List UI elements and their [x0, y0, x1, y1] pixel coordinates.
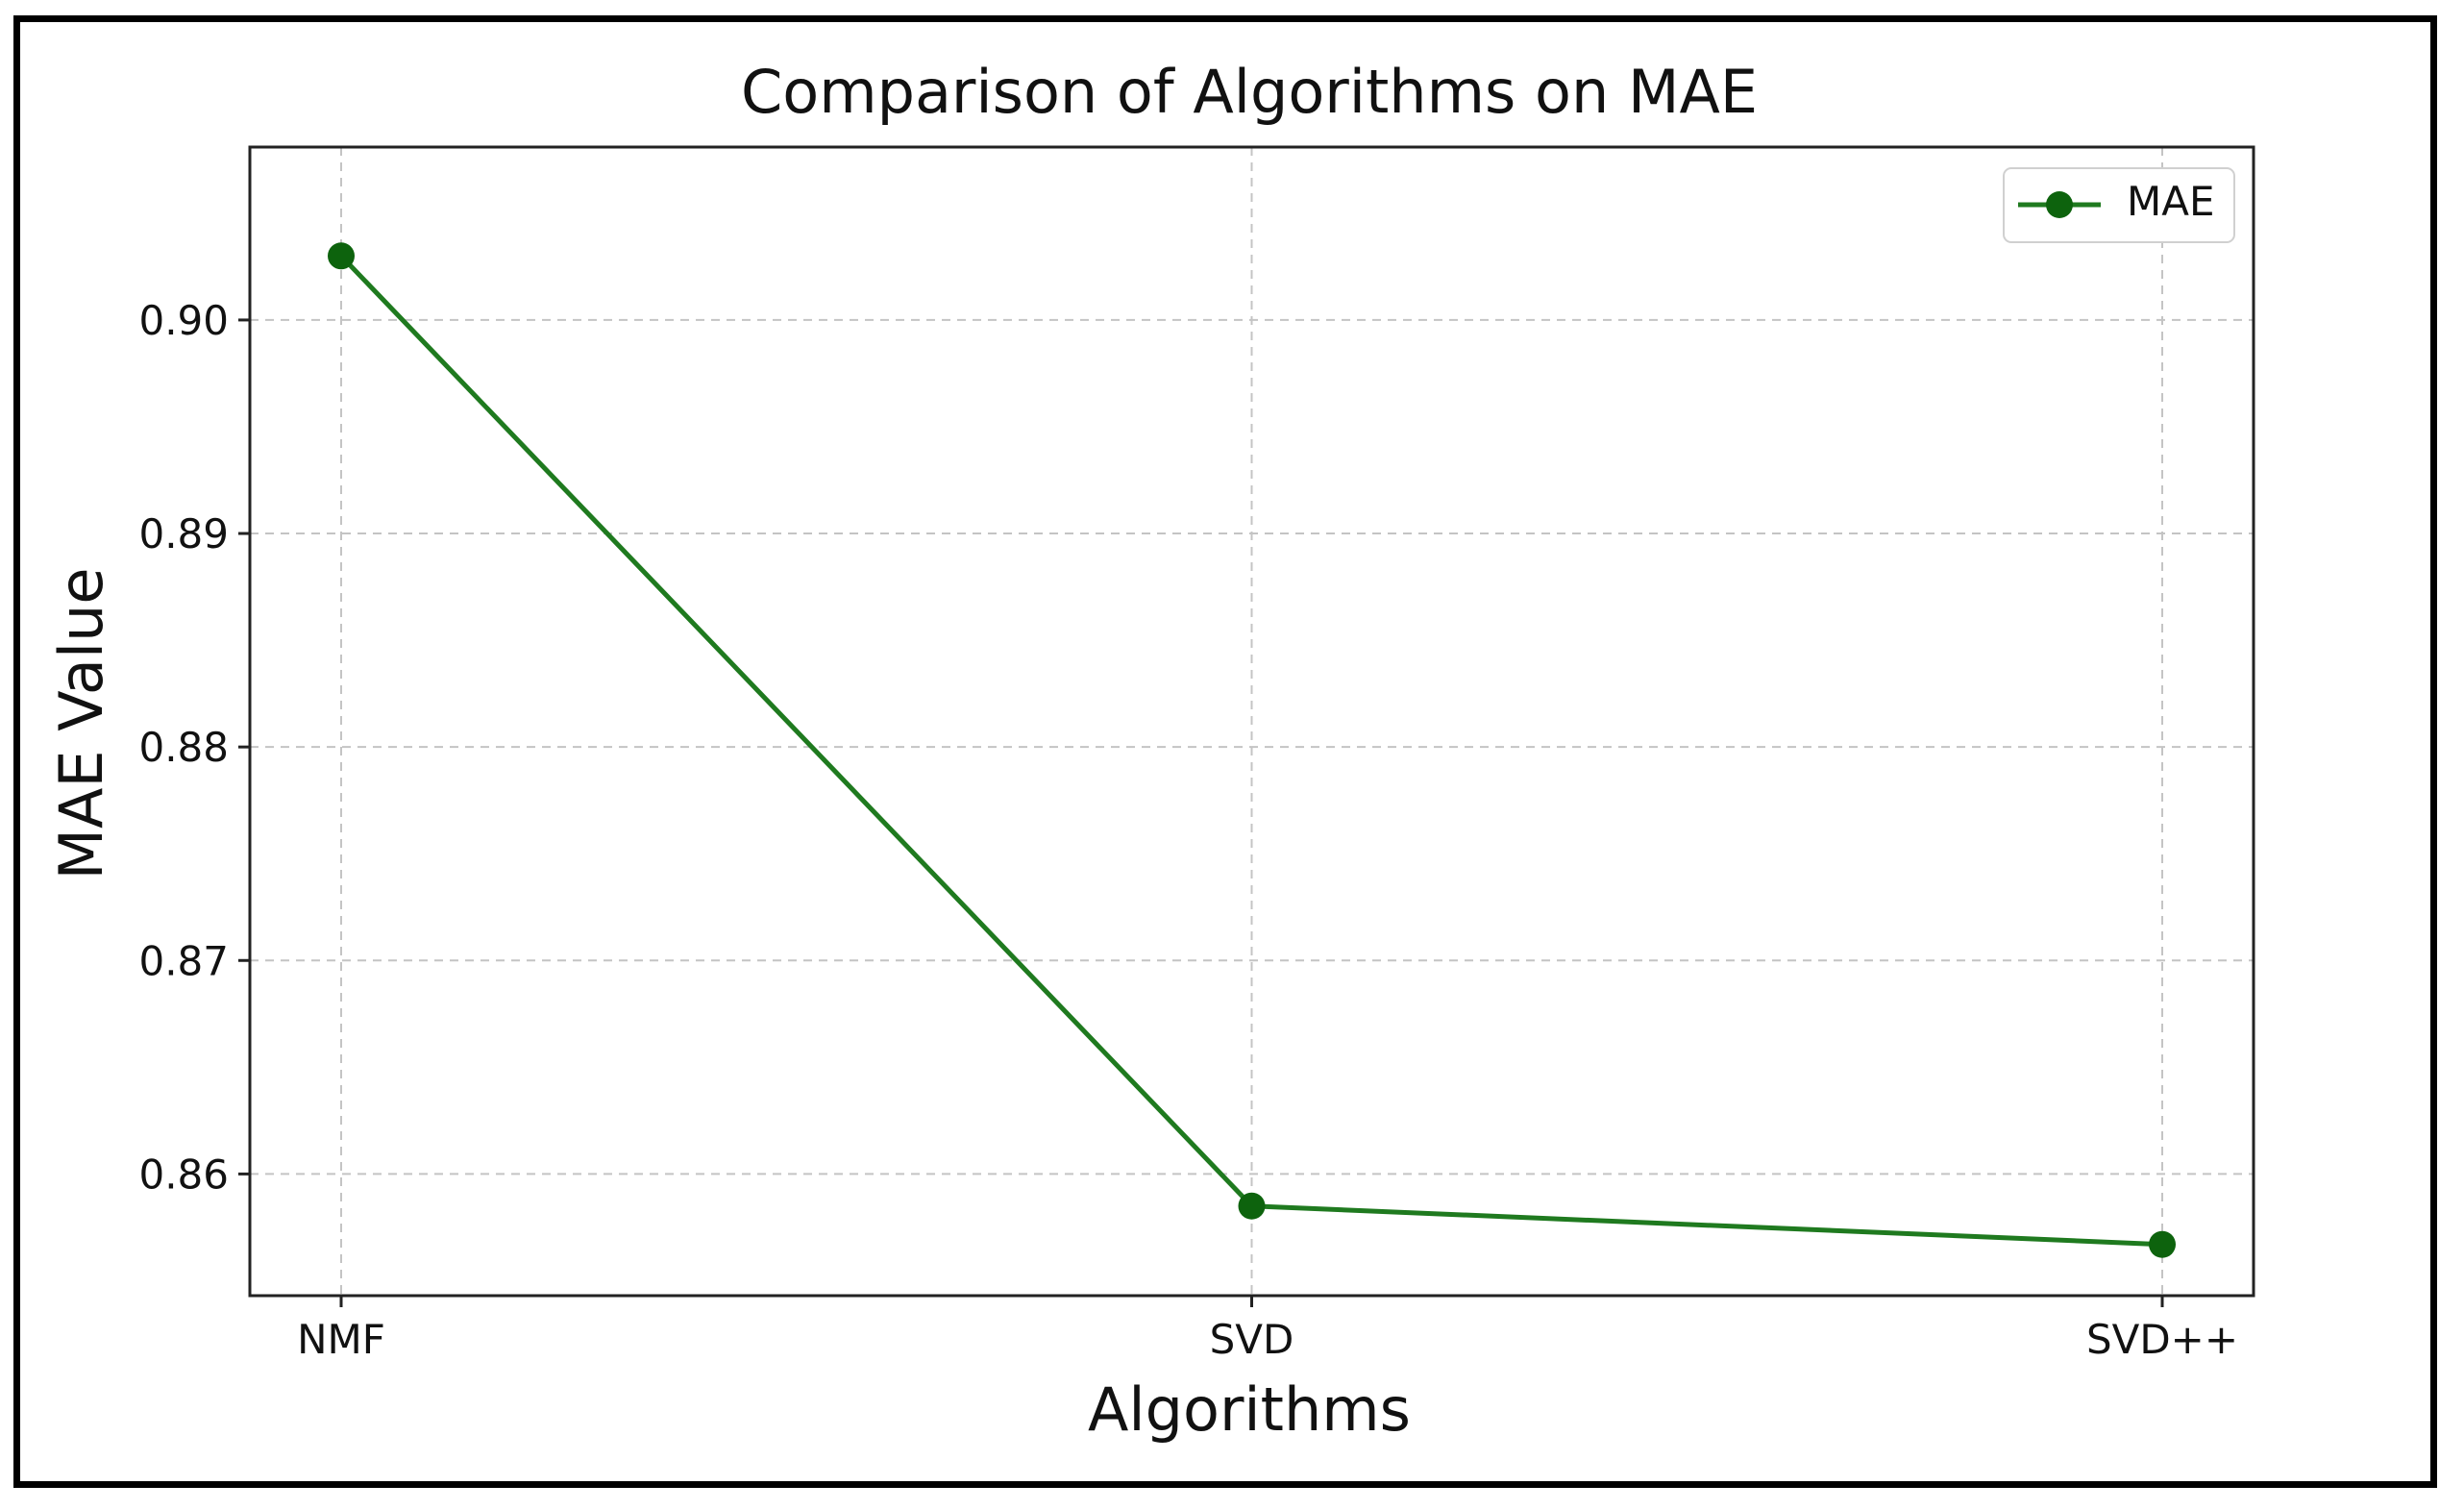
y-tick-label: 0.86	[138, 1151, 229, 1198]
x-tick-label: SVD++	[2086, 1316, 2238, 1363]
data-point	[2149, 1230, 2176, 1258]
x-tick-label: NMF	[297, 1316, 385, 1363]
x-tick-label: SVD	[1210, 1316, 1294, 1363]
y-axis-label: MAE Value	[46, 567, 116, 879]
y-tick-label: 0.90	[138, 297, 229, 344]
figure-frame	[13, 15, 2437, 1488]
series-group	[328, 242, 2176, 1258]
legend-box	[2003, 167, 2235, 243]
y-tick-label: 0.88	[138, 724, 229, 771]
data-point	[1238, 1192, 1266, 1220]
y-tick-label: 0.89	[138, 510, 229, 557]
x-axis-label: Algorithms	[1088, 1374, 1411, 1445]
data-point	[328, 242, 355, 270]
ticks: NMF SVD SVD++ 0.86 0.87 0.88 0.89 0.90	[138, 297, 2238, 1363]
legend: MAE	[2003, 167, 2235, 243]
legend-marker	[2046, 191, 2073, 218]
grid	[250, 147, 2254, 1296]
y-tick-label: 0.87	[138, 937, 229, 984]
legend-label: MAE	[2127, 178, 2215, 225]
chart-title: Comparison of Algorithms on MAE	[741, 57, 1758, 127]
